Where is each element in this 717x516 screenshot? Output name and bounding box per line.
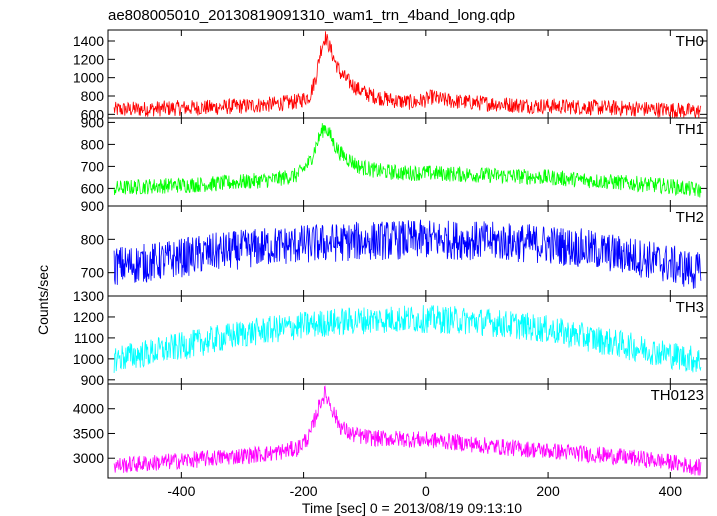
series-line-th0 [113,31,702,119]
panel-th1: 600 700 800 900 TH1 [81,114,708,207]
x-tick-label: -200 [290,483,318,499]
y-tick-label: 1000 [73,351,104,367]
x-ticks-group: -400 -200 0 200 400 [167,483,682,499]
y-tick-label: 3000 [73,450,104,466]
panel-label: TH2 [676,209,704,226]
y-tick-label: 1000 [73,70,104,86]
y-tick-label: 800 [81,231,105,247]
y-tick-label: 900 [81,198,105,214]
x-tick-label: 0 [422,483,430,499]
panel-th0123: 3000 3500 4000 TH0123 [73,383,708,479]
panels-group: 600 800 1000 1200 1400 TH0 600 700 800 900 TH1 700 8… [73,29,708,479]
series-line-th0123 [113,385,702,476]
y-tick-label: 700 [81,265,105,281]
y-tick-label: 700 [81,158,105,174]
panel-frame [107,117,708,207]
y-tick-label: 4000 [73,401,104,417]
chart-title: ae808005010_20130819091310_wam1_trn_4ban… [108,7,515,24]
y-tick-label: 900 [81,372,105,388]
y-tick-label: 3500 [73,425,104,441]
x-tick-label: 200 [536,483,560,499]
panel-th0: 600 800 1000 1200 1400 TH0 [73,29,708,122]
y-tick-label: 1400 [73,33,104,49]
series-line-th2 [113,219,702,289]
panel-th3: 900 1000 1100 1200 1300 TH3 [73,288,708,388]
panel-frame [107,383,708,479]
y-tick-label: 600 [81,106,105,122]
y-tick-label: 900 [81,114,105,130]
y-tick-label: 1100 [74,330,104,346]
panel-label: TH0123 [651,387,704,404]
y-tick-label: 1200 [73,309,104,325]
y-tick-label: 800 [81,136,105,152]
x-tick-label: -400 [167,483,195,499]
x-tick-label: 400 [659,483,683,499]
panel-label: TH3 [676,299,704,316]
series-line-th1 [113,123,702,198]
series-line-th3 [113,305,702,373]
panel-frame [107,29,708,119]
y-tick-label: 1200 [73,51,104,67]
y-tick-label: 600 [81,180,105,196]
panel-label: TH1 [676,121,704,138]
y-tick-label: 1300 [73,288,104,304]
x-axis-label: Time [sec] 0 = 2013/08/19 09:13:10 [302,500,522,516]
y-tick-label: 800 [81,88,105,104]
panel-label: TH0 [676,33,704,50]
y-axis-label: Counts/sec [35,265,51,335]
panel-th2: 700 800 900 TH2 [81,198,708,297]
